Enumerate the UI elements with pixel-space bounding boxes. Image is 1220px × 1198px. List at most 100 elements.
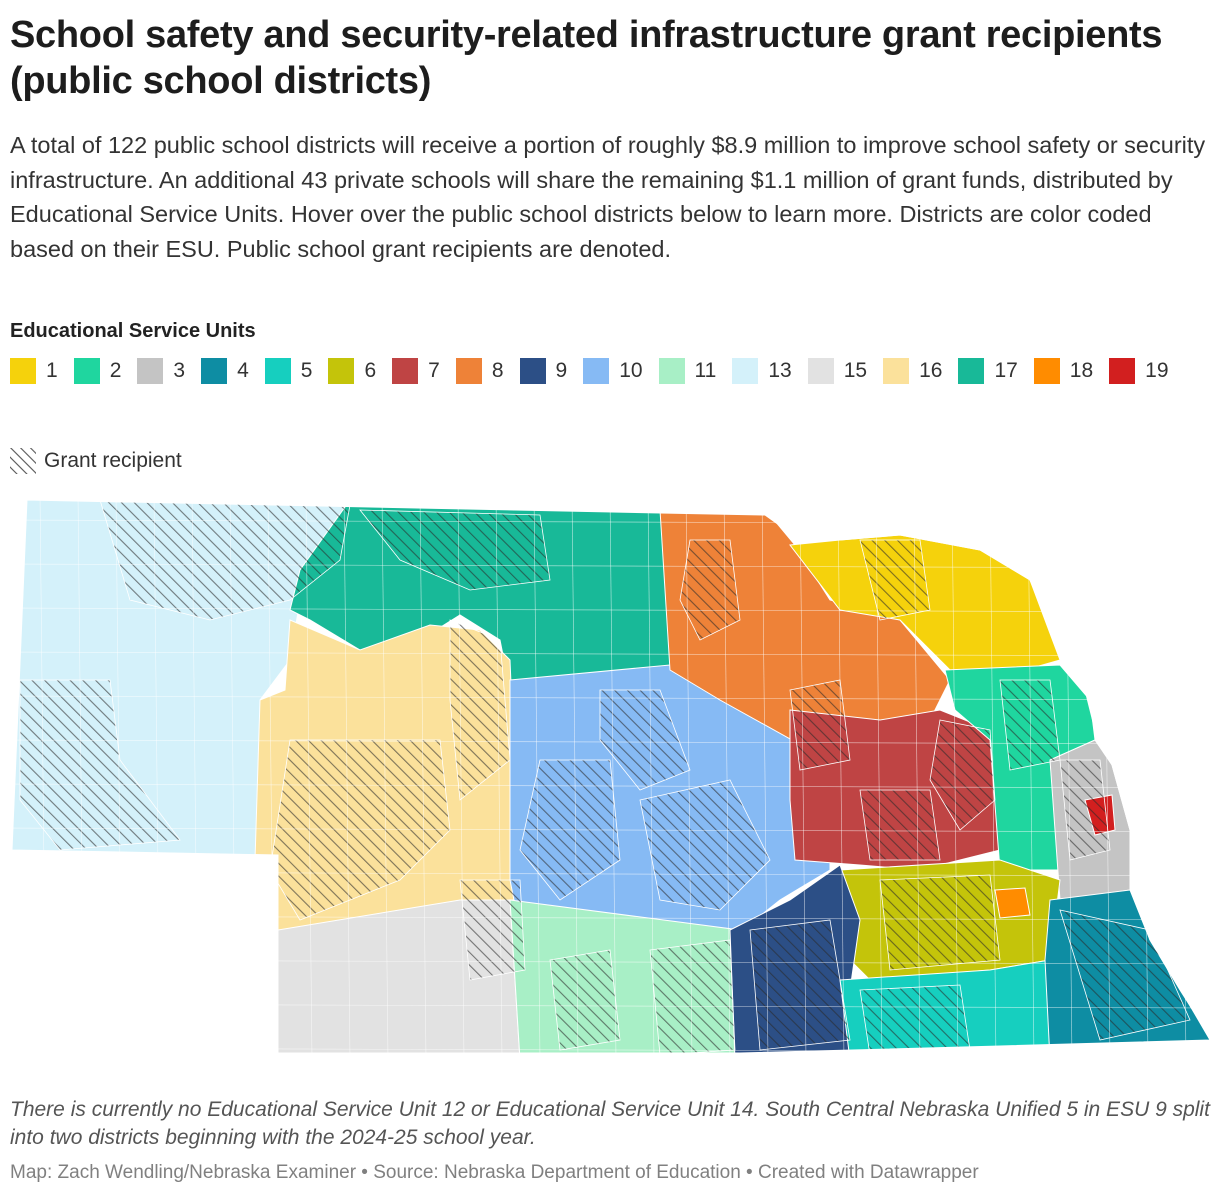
legend-label: 11 [694, 359, 717, 382]
district-border [12, 695, 1210, 701]
legend-label: 18 [1069, 359, 1094, 382]
district-border [495, 500, 503, 1053]
grant-recipient-district[interactable] [929, 719, 996, 831]
chart-title: School safety and security-related infra… [10, 14, 1163, 102]
legend-swatch [10, 358, 36, 384]
footnote: There is currently no Educational Servic… [10, 1098, 1210, 1149]
district-border [799, 500, 807, 1053]
district-border [343, 500, 351, 1053]
legend-label: 5 [300, 359, 313, 382]
grant-recipient-district[interactable] [749, 919, 851, 1051]
legend-item-esu-2: 2 [73, 358, 122, 384]
grant-recipient-district[interactable] [859, 789, 941, 861]
legend-swatch [583, 358, 610, 384]
legend-label: 8 [491, 359, 504, 382]
esu-legend: 1 2 3 4 5 6 7 8 9 10 11 13 15 16 17 18 19 [10, 358, 1210, 384]
legend-item-esu-6: 6 [328, 358, 376, 384]
district-border [12, 607, 1210, 613]
legend-swatch [455, 358, 482, 384]
legend-item-esu-11: 11 [658, 358, 717, 384]
legend-label: 3 [173, 359, 186, 382]
legend-label: 9 [555, 359, 568, 382]
district-border [989, 500, 997, 1053]
district-border [913, 500, 921, 1053]
hatch-swatch-icon [10, 448, 36, 474]
legend-label: 6 [364, 359, 377, 382]
grant-recipient-district[interactable] [19, 679, 181, 851]
grant-recipient-district[interactable] [789, 679, 851, 771]
district-border [1027, 500, 1035, 1053]
legend-label: 19 [1145, 359, 1169, 382]
legend-swatch [732, 358, 759, 384]
district-border [951, 500, 959, 1053]
district-border [875, 500, 883, 1053]
legend-item-esu-1: 1 [10, 358, 58, 384]
chart-description: A total of 122 public school districts w… [10, 132, 1206, 262]
legend-label: 7 [428, 359, 440, 382]
legend-item-esu-8: 8 [455, 358, 504, 384]
state-outline [11, 499, 1211, 1054]
district-border [419, 500, 427, 1053]
legend-item-esu-17: 17 [958, 358, 1018, 384]
esu-18-region[interactable] [994, 887, 1031, 919]
legend-label: 15 [843, 359, 868, 382]
legend-item-esu-3: 3 [137, 358, 185, 384]
district-border [12, 739, 1210, 745]
legend-swatch [328, 358, 355, 384]
legend-swatch [73, 358, 100, 384]
grant-recipient-district[interactable] [459, 879, 526, 981]
legend-swatch [958, 358, 985, 384]
district-border [457, 500, 465, 1053]
district-border [12, 783, 1210, 789]
district-border [837, 500, 845, 1053]
legend-swatch [519, 358, 546, 384]
legend-swatch [137, 358, 164, 384]
legend-label: 2 [109, 359, 122, 382]
grant-recipient-district[interactable] [859, 539, 931, 621]
district-border [533, 500, 541, 1053]
legend-label: 1 [46, 359, 58, 382]
district-border [305, 500, 313, 1053]
district-border [723, 500, 731, 1053]
district-border [1179, 500, 1187, 1053]
legend-swatch [1033, 358, 1060, 384]
legend-swatch [264, 358, 291, 384]
legend-label: 16 [919, 359, 943, 382]
legend-swatch [658, 358, 685, 384]
grant-recipient-district[interactable] [859, 984, 971, 1055]
district-border [647, 500, 655, 1053]
legend-item-esu-10: 10 [583, 358, 643, 384]
legend-label: 13 [768, 359, 792, 382]
grant-recipient-district[interactable] [449, 619, 511, 801]
legend-item-esu-19: 19 [1109, 358, 1169, 384]
source-footer: Map: Zach Wendling/Nebraska Examiner • S… [10, 1162, 979, 1183]
legend-swatch [201, 358, 228, 384]
legend-item-esu-9: 9 [519, 358, 568, 384]
legend-swatch [392, 358, 419, 384]
grant-recipient-district[interactable] [549, 949, 621, 1051]
grant-recipient-district[interactable] [879, 874, 1001, 971]
grant-legend: Grant recipient [10, 448, 182, 474]
grant-recipient-district[interactable] [639, 779, 771, 911]
grant-recipient-district[interactable] [1059, 759, 1111, 861]
district-border [685, 500, 693, 1053]
district-border [761, 500, 769, 1053]
legend-swatch [883, 358, 910, 384]
district-border [12, 651, 1210, 657]
legend-label: 10 [619, 359, 643, 382]
grant-legend-label: Grant recipient [44, 449, 182, 472]
legend-item-esu-16: 16 [883, 358, 942, 384]
legend-label: 17 [994, 359, 1018, 382]
nebraska-esu-map[interactable] [0, 490, 1220, 1060]
legend-swatch [1109, 358, 1136, 384]
legend-swatch [807, 358, 834, 384]
legend-item-esu-4: 4 [201, 358, 249, 384]
legend-title: Educational Service Units [10, 320, 256, 342]
grant-recipient-district[interactable] [359, 509, 551, 591]
grant-recipient-district[interactable] [649, 939, 736, 1055]
legend-label: 4 [237, 359, 249, 382]
grant-recipient-district[interactable] [999, 679, 1061, 771]
district-border [571, 500, 579, 1053]
legend-item-esu-18: 18 [1033, 358, 1094, 384]
legend-item-esu-13: 13 [732, 358, 792, 384]
